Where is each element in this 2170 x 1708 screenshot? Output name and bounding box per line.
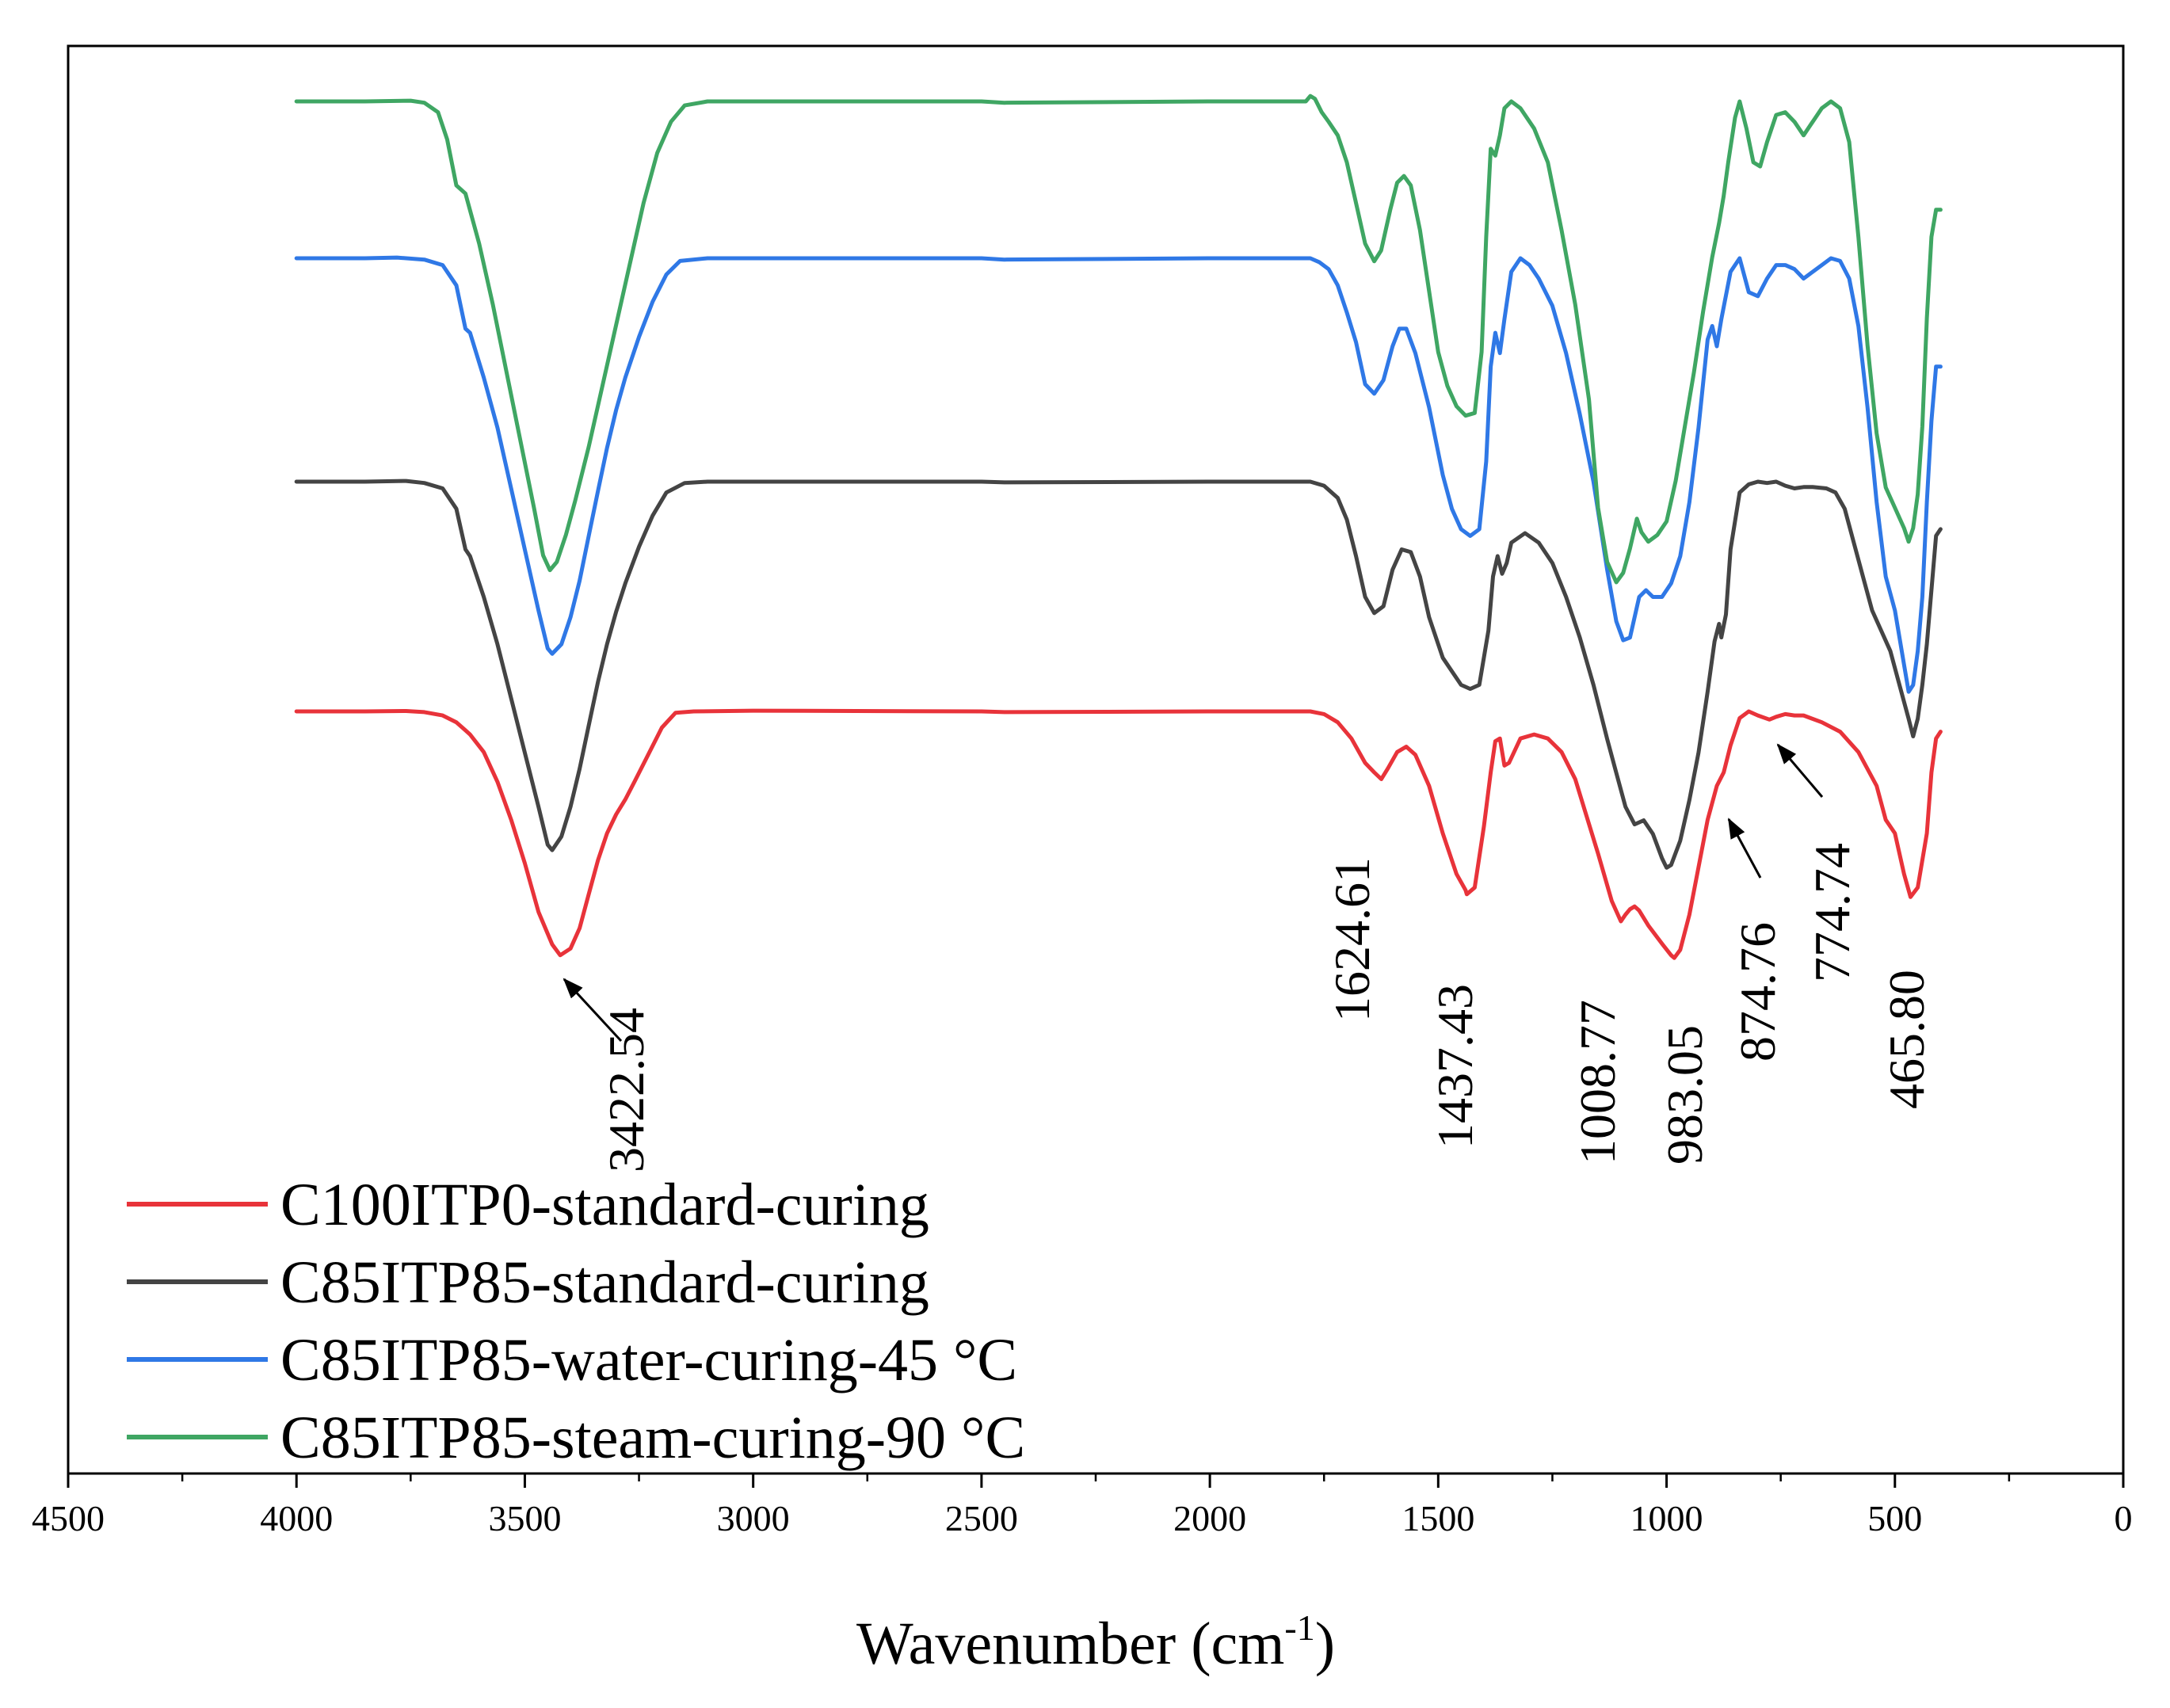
peak-label: 874.76 (1730, 922, 1786, 1062)
peak-label: 1008.77 (1569, 1000, 1626, 1165)
x-tick-label: 1000 (1630, 1498, 1703, 1538)
peak-label: 983.05 (1657, 1025, 1713, 1165)
x-tick-label: 2000 (1173, 1498, 1246, 1538)
peak-label: 774.74 (1804, 843, 1860, 982)
peak-arrow (1776, 743, 1824, 798)
x-tick-label: 4500 (32, 1498, 105, 1538)
legend-label-3: C85ITP85-water-curing-45 °C (280, 1327, 1017, 1393)
legend-label-4: C85ITP85-steam-curing-90 °C (280, 1405, 1025, 1471)
peak-label: 3422.54 (598, 1008, 654, 1172)
peak-arrow (563, 978, 623, 1043)
peak-arrow (1727, 818, 1762, 879)
x-tick-label: 0 (2115, 1498, 2133, 1538)
x-tick-label: 3500 (488, 1498, 561, 1538)
legend-label-1: C100ITP0-standard-curing (280, 1172, 929, 1238)
x-tick-label: 2500 (945, 1498, 1018, 1538)
series-line-4 (294, 93, 1943, 585)
x-tick-label: 4000 (260, 1498, 333, 1538)
peak-label: 1437.43 (1427, 984, 1483, 1149)
x-tick-label: 500 (1867, 1498, 1922, 1538)
x-tick-label: 3000 (717, 1498, 790, 1538)
series-line-2 (294, 478, 1943, 870)
x-axis: 4500 4000 3500 3000 2500 2000 1500 1000 500 0 Wave… (32, 1474, 2133, 1677)
legend: C100ITP0-standard-curing C85ITP85-standar… (127, 1172, 1025, 1471)
peak-label: 465.80 (1878, 970, 1935, 1109)
x-tick-label: 1500 (1402, 1498, 1474, 1538)
annotation-group: 3422.54 1624.61 1437.43 1008.77 983.05 874.76… (563, 743, 1935, 1172)
legend-label-2: C85ITP85-standard-curing (280, 1249, 929, 1316)
peak-label: 1624.61 (1324, 857, 1380, 1022)
x-axis-title: Wavenumber (cm-1) (856, 1607, 1335, 1677)
series-line-3 (294, 255, 1943, 694)
series-group (294, 93, 1943, 960)
series-line-1 (294, 708, 1943, 960)
